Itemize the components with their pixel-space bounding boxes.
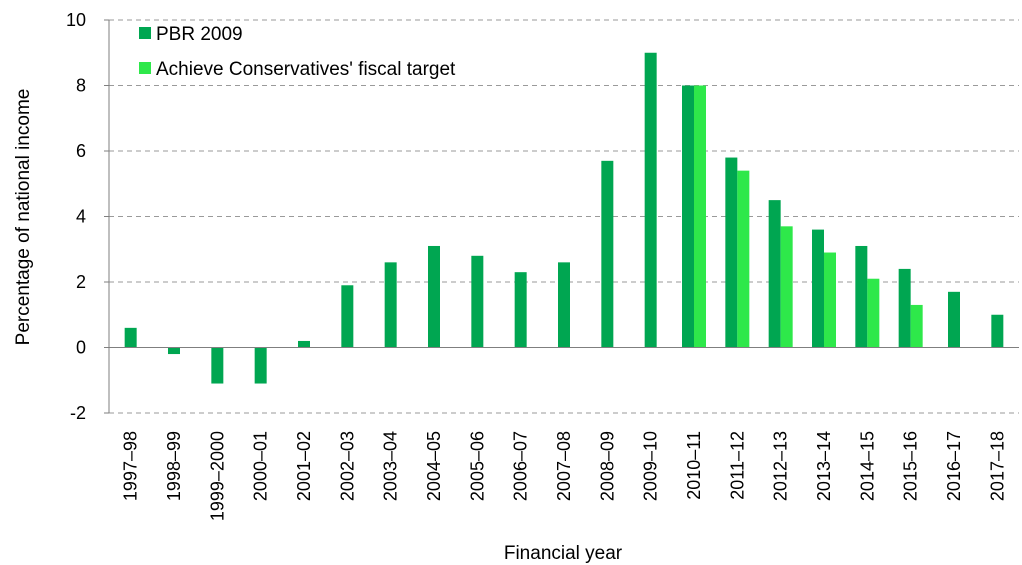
x-tick-label: 1997–98 <box>121 431 141 501</box>
bar-pbr-2009 <box>812 229 824 348</box>
bar-pbr-2009 <box>211 347 224 384</box>
bar-conservatives-target <box>867 278 880 348</box>
y-tick-label: 4 <box>76 207 86 227</box>
x-tick-label: 2013–14 <box>814 431 834 501</box>
bar-conservatives-target <box>824 252 836 348</box>
x-tick-label: 2009–10 <box>641 431 661 501</box>
x-tick-label: 2015–16 <box>901 431 921 501</box>
x-tick-label: 2004–05 <box>424 431 444 501</box>
x-tick-label: 2016–17 <box>944 431 964 501</box>
x-tick-label: 2000–01 <box>251 431 271 501</box>
x-tick-label: 2001–02 <box>294 431 314 501</box>
bar-pbr-2009 <box>341 285 354 348</box>
bar-conservatives-target <box>910 304 923 348</box>
bar-pbr-2009 <box>601 160 614 348</box>
bar-pbr-2009 <box>948 291 960 348</box>
bar-pbr-2009 <box>682 85 694 348</box>
bar-pbr-2009 <box>991 314 1004 348</box>
legend-swatch-pbr-2009 <box>139 27 151 39</box>
x-tick-label: 2017–18 <box>987 431 1007 501</box>
bar-conservatives-target <box>780 226 793 348</box>
bar-pbr-2009 <box>644 52 657 348</box>
bar-pbr-2009 <box>855 245 868 348</box>
bar-pbr-2009 <box>725 157 738 348</box>
x-tick-label: 2011–12 <box>727 431 747 500</box>
bar-pbr-2009 <box>384 262 397 348</box>
x-tick-label: 2008–09 <box>597 431 617 501</box>
bar-conservatives-target <box>737 170 750 348</box>
bar-pbr-2009 <box>124 327 137 348</box>
x-axis-title: Financial year <box>504 543 623 564</box>
y-axis-title: Percentage of national income <box>13 89 34 346</box>
x-tick-label: 2005–06 <box>467 431 487 501</box>
x-tick-label: 1999–2000 <box>207 431 227 521</box>
bar-pbr-2009 <box>514 272 527 348</box>
x-tick-label: 2002–03 <box>337 431 357 501</box>
y-tick-label: 2 <box>76 272 86 292</box>
bar-pbr-2009 <box>254 347 267 384</box>
axes: -2 0 2 4 6 8 10 1997–98 1998–99 1999–2000 2000–01 2… <box>66 10 1019 521</box>
x-tick-label: 1998–99 <box>164 431 184 501</box>
x-tick-label: 2010–11 <box>684 431 704 500</box>
y-tick-label: -2 <box>70 403 86 423</box>
y-tick-label: 6 <box>76 141 86 161</box>
bar-pbr-2009 <box>428 245 440 348</box>
x-tick-label: 2012–13 <box>771 431 791 501</box>
bar-conservatives-target <box>694 85 706 348</box>
legend: PBR 2009 Achieve Conservatives' fiscal t… <box>139 24 456 80</box>
x-tick-label: 2006–07 <box>511 431 531 501</box>
legend-swatch-conservatives-target <box>139 62 151 74</box>
x-tick-label: 2003–04 <box>381 431 401 501</box>
y-tick-label: 10 <box>66 10 86 30</box>
bar-pbr-2009 <box>768 200 781 348</box>
bars <box>124 52 1004 384</box>
x-tick-label: 2007–08 <box>554 431 574 501</box>
legend-label-conservatives-target: Achieve Conservatives' fiscal target <box>156 59 456 80</box>
y-tick-label: 8 <box>76 76 86 96</box>
bar-pbr-2009 <box>558 262 570 348</box>
bar-pbr-2009 <box>298 340 310 348</box>
x-tick-label: 2014–15 <box>857 431 877 501</box>
y-tick-label: 0 <box>76 338 86 358</box>
bar-pbr-2009 <box>168 347 180 355</box>
legend-label-pbr-2009: PBR 2009 <box>156 24 243 45</box>
bar-pbr-2009 <box>898 268 911 348</box>
bar-pbr-2009 <box>471 255 484 348</box>
